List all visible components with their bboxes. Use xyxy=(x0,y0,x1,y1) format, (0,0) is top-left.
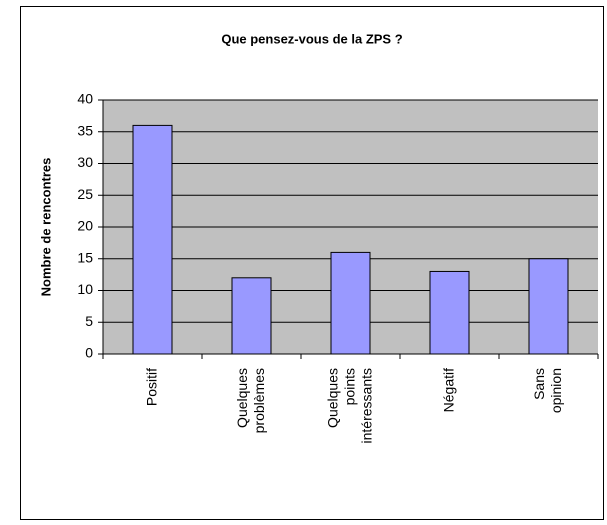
x-tick-label: Quelquesproblèmes xyxy=(234,368,267,433)
bar xyxy=(132,124,173,355)
y-tick-label: 5 xyxy=(85,313,93,329)
y-tick-label: 35 xyxy=(77,122,93,138)
x-tick-label: Positif xyxy=(143,368,159,406)
bar xyxy=(528,258,569,355)
y-tick-label: 25 xyxy=(77,186,93,202)
y-tick-label: 15 xyxy=(77,249,93,265)
y-tick-label: 0 xyxy=(85,345,93,361)
bar xyxy=(231,277,272,355)
y-tick-label: 10 xyxy=(77,281,93,297)
chart-title: Que pensez-vous de la ZPS ? xyxy=(221,31,402,46)
y-axis-title: Nombre de rencontres xyxy=(38,158,53,297)
y-tick-label: 20 xyxy=(77,218,93,234)
y-tick-label: 30 xyxy=(77,154,93,170)
y-tick-label: 40 xyxy=(77,91,93,107)
bar xyxy=(429,270,470,355)
x-tick-label: Sansopinion xyxy=(531,368,564,413)
bar xyxy=(330,251,371,355)
x-tick-label: Quelquespointsintéressants xyxy=(324,368,374,443)
x-tick-label: Négatif xyxy=(440,368,456,412)
